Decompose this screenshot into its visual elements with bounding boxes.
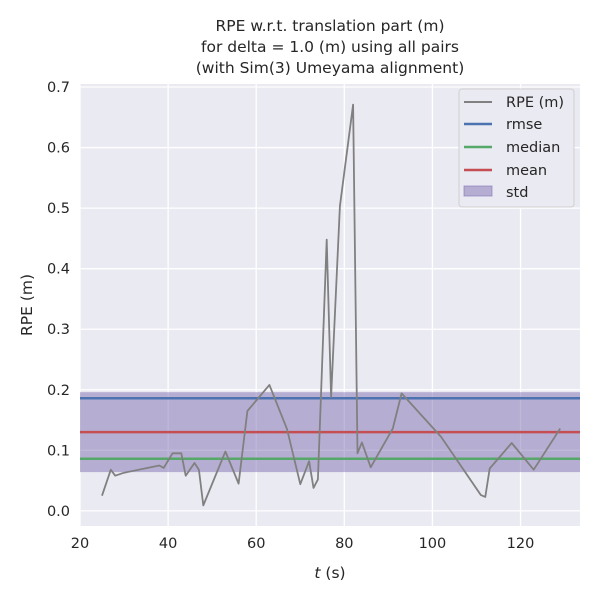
y-tick-label: 0.7	[47, 80, 70, 96]
legend-swatch-std	[463, 185, 493, 197]
legend-label-rmse: rmse	[506, 117, 542, 133]
legend-item-mean: mean	[464, 163, 547, 179]
x-tick-label: 120	[507, 536, 535, 552]
legend-box	[458, 88, 575, 208]
y-tick-label: 0.5	[47, 201, 70, 217]
y-tick-label: 0.0	[47, 504, 70, 520]
title-line-2: for delta = 1.0 (m) using all pairs	[201, 38, 459, 56]
y-tick-labels: 0.0 0.1 0.2 0.3 0.4 0.5 0.6 0.7	[47, 80, 70, 520]
x-tick-label: 60	[247, 536, 265, 552]
legend-label-std: std	[506, 185, 528, 201]
y-tick-label: 0.1	[47, 443, 70, 459]
legend-label-rpe: RPE (m)	[506, 95, 564, 111]
x-tick-label: 40	[159, 536, 177, 552]
x-axis-label-variable: t	[314, 564, 321, 582]
y-tick-label: 0.4	[47, 262, 70, 278]
legend-item-median: median	[464, 140, 560, 156]
x-tick-label: 20	[71, 536, 89, 552]
y-axis-label: RPE (m)	[18, 274, 36, 336]
legend-item-std: std	[463, 185, 528, 201]
x-tick-label: 100	[419, 536, 447, 552]
chart-title: RPE w.r.t. translation part (m) for delt…	[196, 17, 465, 77]
legend-item-rpe: RPE (m)	[464, 95, 564, 111]
x-axis-label: t (s)	[314, 564, 345, 582]
title-line-1: RPE w.r.t. translation part (m)	[215, 17, 444, 35]
legend: RPE (m) rmse median mean std	[458, 88, 575, 208]
y-tick-label: 0.3	[47, 322, 70, 338]
rpe-series-line	[101, 103, 561, 507]
x-tick-labels: 20 40 60 80 100 120	[71, 536, 535, 552]
y-tick-label: 0.2	[47, 383, 70, 399]
x-tick-label: 80	[335, 536, 353, 552]
x-axis-label-unit: (s)	[320, 564, 345, 582]
legend-label-median: median	[506, 140, 560, 156]
stat-lines	[80, 396, 580, 461]
y-tick-label: 0.6	[47, 141, 70, 157]
series-layer	[101, 103, 561, 507]
title-line-3: (with Sim(3) Umeyama alignment)	[196, 59, 465, 77]
legend-label-mean: mean	[506, 163, 547, 179]
legend-item-rmse: rmse	[464, 117, 542, 133]
